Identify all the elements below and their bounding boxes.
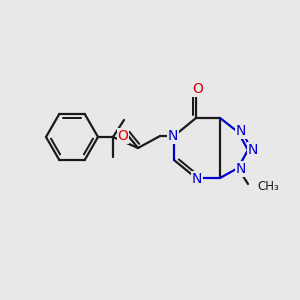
Text: N: N: [248, 143, 258, 157]
Text: N: N: [236, 124, 246, 138]
Text: O: O: [193, 82, 203, 96]
Text: N: N: [236, 162, 246, 176]
Text: CH₃: CH₃: [257, 179, 279, 193]
Text: N: N: [168, 129, 178, 143]
Text: O: O: [118, 129, 128, 143]
Text: N: N: [192, 172, 202, 186]
